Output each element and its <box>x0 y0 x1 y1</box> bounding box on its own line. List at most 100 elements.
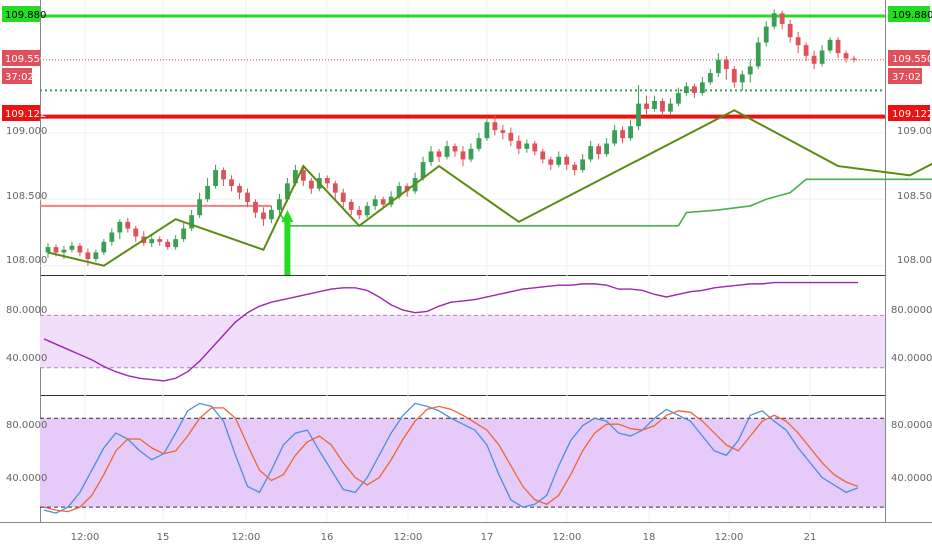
candle-up <box>763 26 769 43</box>
time-label: 12:00 <box>394 532 423 543</box>
candle-up <box>684 86 689 93</box>
time-label: 21 <box>804 532 817 543</box>
stoch-tick-left: 80.0000 <box>6 420 47 431</box>
candle-up <box>189 215 195 229</box>
support-label-right: 109.122 <box>892 109 932 120</box>
candle-up <box>676 92 681 104</box>
rsi-axis: 80.0000 40.0000 80.0000 40.0000 <box>6 305 932 364</box>
candle-down <box>245 192 250 202</box>
candle-down <box>787 23 793 38</box>
buy-arrow-marker <box>281 210 294 275</box>
candle-down <box>332 183 338 193</box>
support-tag-left <box>2 105 40 121</box>
candle-up <box>827 39 833 51</box>
candle-up <box>388 196 394 205</box>
stochastic-lines <box>43 402 859 514</box>
candle-up <box>444 146 450 157</box>
candle-up <box>819 50 825 64</box>
candle-down <box>308 180 314 189</box>
buy-arrow-shaft <box>284 222 291 275</box>
candle-down <box>843 53 849 59</box>
countdown-label-left: 37:02 <box>5 72 34 83</box>
resistance-tag-left <box>2 6 40 22</box>
candle-up <box>604 143 610 155</box>
resistance-label-right: 109.880 <box>892 10 932 21</box>
candle-up <box>269 209 274 220</box>
candle-up <box>652 100 657 109</box>
candle-up <box>420 162 426 179</box>
candle-down <box>229 179 234 186</box>
candle-up <box>117 221 123 233</box>
stochastic-band <box>40 418 885 508</box>
level-tags: 109.880 109.880 109.550 37:02 109.550 37… <box>2 6 932 121</box>
last-price-label-left: 109.550 <box>5 54 46 65</box>
resistance-label-left: 109.880 <box>5 10 46 21</box>
time-label: 12:00 <box>232 532 261 543</box>
time-label: 12:00 <box>71 532 100 543</box>
price-tick-right: 108.000 <box>897 255 932 266</box>
candle-up <box>468 148 474 160</box>
rsi-tick-left: 80.0000 <box>6 305 47 316</box>
candle-up <box>101 241 107 253</box>
stoch-tick-right: 80.0000 <box>891 420 932 431</box>
candle-down <box>85 252 91 260</box>
candle-down <box>572 164 578 171</box>
candle-down <box>540 151 546 160</box>
candle-down <box>237 185 242 193</box>
candle-up <box>205 185 210 200</box>
candle-down <box>460 151 466 160</box>
candle-down <box>300 170 306 181</box>
candle-down <box>348 201 354 210</box>
rsi-band <box>40 315 885 368</box>
candle-down <box>596 146 602 155</box>
candle-up <box>556 156 562 165</box>
candle-down <box>165 241 171 248</box>
last-price-tag-right <box>888 50 930 66</box>
countdown-tag-right <box>888 68 922 84</box>
candle-down <box>723 59 729 70</box>
candle-up <box>277 199 282 210</box>
time-label: 17 <box>481 532 494 543</box>
candle-down <box>500 130 506 133</box>
candle-up <box>524 143 530 149</box>
price-tick-right: 109.000 <box>897 126 932 137</box>
price-tick-left: 108.000 <box>6 255 47 266</box>
zigzag-line <box>47 109 932 267</box>
rsi-line <box>43 281 858 382</box>
candle-up <box>364 205 370 216</box>
support-tag-right <box>888 105 930 121</box>
stoch-tick-left: 40.0000 <box>6 473 47 484</box>
candle-up <box>612 130 617 144</box>
candle-up <box>45 247 51 253</box>
candle-down <box>125 221 131 229</box>
candle-up <box>747 66 753 75</box>
candle-down <box>77 245 83 253</box>
candle-down <box>564 156 570 165</box>
candle-down <box>356 209 362 216</box>
candle-up <box>588 146 594 160</box>
candle-down <box>644 103 649 109</box>
candle-down <box>835 39 841 54</box>
candle-up <box>372 199 378 206</box>
candle-up <box>707 73 713 83</box>
candle-down <box>692 86 697 93</box>
candlesticks <box>45 9 857 266</box>
price-panel <box>40 0 885 275</box>
candle-up <box>668 103 673 112</box>
time-label: 12:00 <box>715 532 744 543</box>
candle-down <box>492 122 498 131</box>
candle-up <box>213 170 218 186</box>
candle-down <box>53 247 59 253</box>
rsi-tick-right: 80.0000 <box>891 305 932 316</box>
resistance-tag-right <box>888 6 930 22</box>
price-tick-right: 108.500 <box>897 191 932 202</box>
candle-down <box>261 212 266 220</box>
support-label-left: 109.122 <box>5 109 46 120</box>
candle-up <box>428 151 434 163</box>
rsi-path <box>43 281 858 382</box>
candle-down <box>811 55 817 64</box>
candle-up <box>484 122 490 139</box>
candle-down <box>620 130 625 139</box>
